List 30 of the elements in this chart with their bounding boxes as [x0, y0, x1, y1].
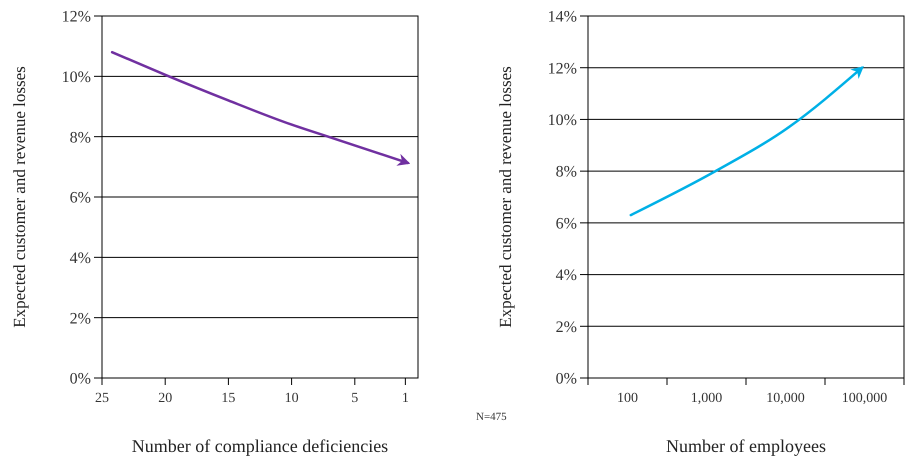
- x-tick-label: 1: [402, 391, 409, 406]
- y-tick-label: 6%: [556, 215, 577, 232]
- y-tick-label: 12%: [62, 8, 91, 26]
- y-tick-label: 14%: [548, 8, 577, 26]
- x-tick-label: 20: [158, 391, 172, 406]
- x-tick-label: 1,000: [690, 391, 722, 406]
- x-tick-label: 100: [617, 391, 638, 406]
- y-axis-title: Expected customer and revenue losses: [10, 66, 29, 328]
- y-tick-label: 0%: [556, 370, 577, 388]
- y-tick-label: 2%: [556, 318, 577, 336]
- text: N=475: [476, 411, 508, 423]
- y-tick-label: 0%: [70, 370, 91, 388]
- y-tick-label: 12%: [548, 60, 577, 78]
- x-tick-label: 10: [284, 391, 299, 406]
- x-tick-label: 15: [221, 391, 236, 406]
- x-tick-label: 5: [351, 391, 358, 406]
- y-tick-label: 6%: [70, 190, 91, 207]
- x-tick-label: 25: [95, 391, 109, 406]
- y-tick-label: 8%: [70, 129, 91, 146]
- y-tick-label: 4%: [556, 267, 577, 284]
- y-axis-title: Expected customer and revenue losses: [496, 66, 515, 328]
- y-tick-label: 10%: [548, 112, 577, 130]
- x-tick-label: 100,000: [842, 391, 888, 406]
- x-tick-label: 10,000: [766, 391, 805, 406]
- x-axis-title: Number of compliance deficiencies: [132, 436, 388, 456]
- y-tick-label: 4%: [70, 250, 91, 267]
- x-axis-title: Number of employees: [666, 436, 826, 456]
- y-tick-label: 10%: [62, 68, 91, 86]
- y-tick-label: 8%: [556, 164, 577, 181]
- y-tick-label: 2%: [70, 310, 91, 328]
